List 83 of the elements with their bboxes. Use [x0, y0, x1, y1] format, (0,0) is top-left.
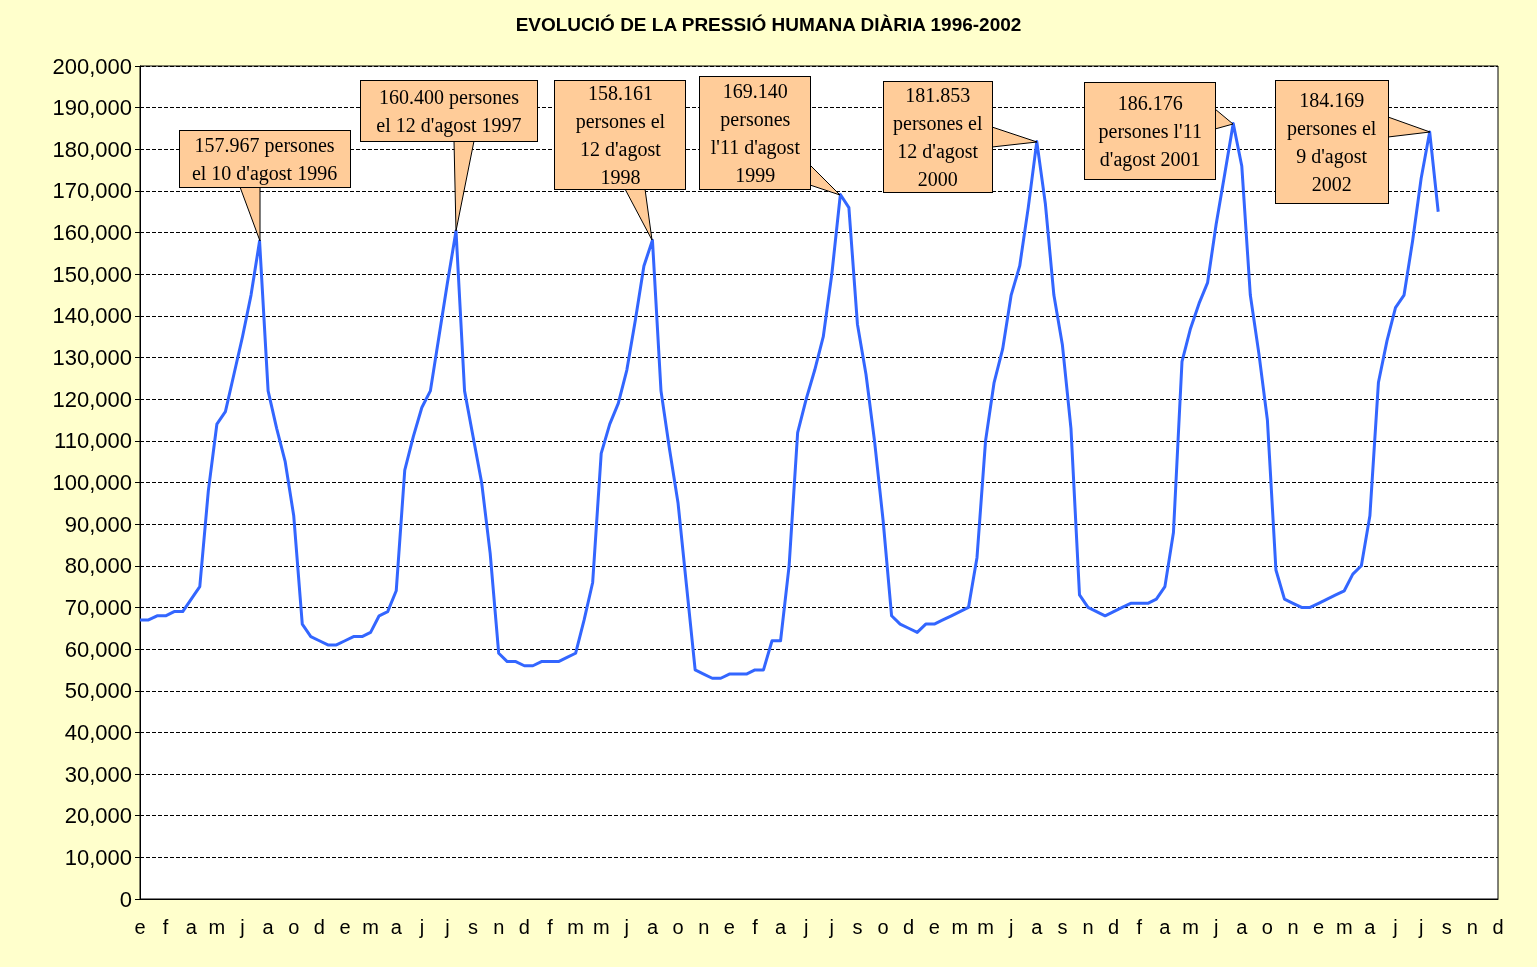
x-tick-label: a [775, 916, 787, 938]
x-tick-label: n [1287, 916, 1299, 938]
x-tick-label: a [1031, 916, 1044, 938]
y-tick-label: 70,000 [64, 594, 132, 620]
x-tick-label: j [828, 916, 835, 938]
x-tick-label: a [262, 916, 275, 938]
x-tick-label: s [852, 916, 863, 938]
annotation: 186.176 persones l'11 d'agost 2001 [1097, 90, 1203, 173]
x-tick-label: f [1136, 916, 1143, 938]
chart-title: EVOLUCIÓ DE LA PRESSIÓ HUMANA DIÀRIA 1996-2002 [515, 14, 1022, 35]
y-tick-label: 200,000 [52, 53, 132, 79]
x-tick-label: n [1466, 916, 1478, 938]
y-tick-label: 10,000 [64, 844, 132, 870]
x-tick-label: m [362, 916, 379, 938]
y-tick-label: 180,000 [52, 136, 132, 162]
x-tick-label: j [444, 916, 450, 938]
x-tick-label: n [1082, 916, 1094, 938]
y-tick-label: 0 [119, 886, 132, 912]
x-tick-label: j [1417, 916, 1424, 938]
x-tick-label: j [1007, 916, 1014, 938]
x-tick-label: m [1182, 916, 1199, 938]
x-tick-label: s [1441, 916, 1452, 938]
x-tick-label: d [1492, 916, 1504, 938]
x-tick-label: j [1392, 916, 1398, 938]
x-tick-label: n [493, 916, 505, 938]
x-tick-label: s [1057, 916, 1068, 938]
y-tick-label: 160,000 [52, 220, 132, 246]
x-tick-label: m [208, 916, 226, 938]
x-tick-label: o [877, 916, 889, 938]
x-tick-label: a [1159, 916, 1172, 938]
x-tick-label: f [162, 916, 169, 938]
annotation: 157.967 persones el 10 d'agost 1996 [190, 133, 339, 187]
x-tick-label: n [698, 916, 710, 938]
x-tick-label: m [592, 916, 610, 938]
y-tick-label: 60,000 [64, 636, 132, 662]
x-tick-label: m [977, 916, 994, 938]
x-tick-label: f [547, 916, 554, 938]
x-tick-label: j [1212, 916, 1219, 938]
y-tick-label: 90,000 [64, 511, 132, 537]
y-tick-label: 50,000 [64, 678, 132, 704]
x-tick-label: e [1313, 916, 1325, 938]
x-tick-label: j [418, 916, 425, 938]
x-tick-label: d [518, 916, 530, 938]
x-tick-label: d [903, 916, 915, 938]
y-tick-label: 150,000 [52, 261, 132, 287]
y-tick-label: 20,000 [64, 803, 132, 829]
x-tick-label: s [468, 916, 479, 938]
y-tick-label: 140,000 [52, 303, 132, 329]
y-tick-label: 170,000 [52, 178, 132, 204]
x-tick-label: j [802, 916, 809, 938]
x-tick-label: e [928, 916, 940, 938]
x-tick-label: a [185, 916, 198, 938]
x-tick-label: j [239, 916, 245, 938]
annotation: 158.161 persones el 12 d'agost 1998 [574, 81, 667, 191]
x-tick-label: m [567, 916, 584, 938]
x-tick-label: e [134, 916, 146, 938]
x-tick-label: m [1335, 916, 1353, 938]
x-tick-label: o [288, 916, 300, 938]
x-tick-label: a [646, 916, 659, 938]
x-tick-label: o [1261, 916, 1273, 938]
x-tick-label: a [390, 916, 403, 938]
y-tick-label: 80,000 [64, 553, 132, 579]
x-tick-label: a [1236, 916, 1249, 938]
y-tick-label: 120,000 [52, 386, 132, 412]
annotation: 169.140 persones l'11 d'agost 1999 [709, 78, 801, 188]
y-tick-label: 110,000 [54, 428, 132, 454]
annotation: 160.400 persones el 12 d'agost 1997 [375, 84, 523, 139]
x-tick-label: d [313, 916, 325, 938]
x-tick-label: f [752, 916, 759, 938]
x-tick-label: d [1108, 916, 1120, 938]
x-tick-label: o [672, 916, 684, 938]
y-tick-label: 30,000 [64, 761, 132, 787]
y-tick-label: 190,000 [52, 95, 132, 121]
x-tick-label: e [339, 916, 351, 938]
annotation: 184.169 persones el 9 d'agost 2002 [1285, 87, 1378, 197]
y-tick-label: 100,000 [52, 470, 132, 495]
x-tick-label: j [623, 916, 630, 938]
x-tick-label: a [1364, 916, 1377, 938]
y-tick-label: 130,000 [52, 345, 132, 371]
y-tick-label: 40,000 [64, 719, 132, 745]
x-tick-label: m [951, 916, 969, 938]
annotation: 181.853 persones el 12 d'agost 2000 [892, 82, 983, 192]
x-tick-label: e [723, 916, 735, 938]
